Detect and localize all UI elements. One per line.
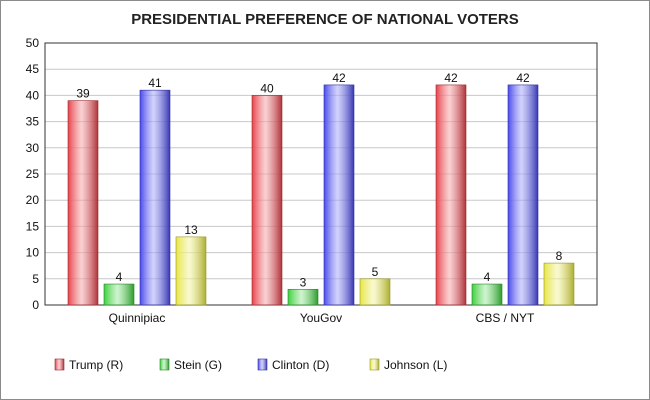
y-tick-label: 10 [26, 246, 40, 260]
legend-swatch [54, 358, 65, 371]
y-tick-label: 20 [26, 193, 40, 207]
legend-swatch [159, 358, 170, 371]
bar-stein-g-cbs-nyt [471, 283, 503, 306]
data-label: 8 [556, 249, 563, 263]
bar-clinton-d-quinnipiac [139, 89, 171, 306]
x-category-label: Quinnipiac [109, 311, 166, 325]
legend-label: Johnson (L) [384, 358, 447, 372]
bar-stein-g-quinnipiac [103, 283, 135, 306]
legend-label: Trump (R) [69, 358, 123, 372]
data-label: 3 [300, 275, 307, 289]
y-tick-label: 30 [26, 141, 40, 155]
y-tick-label: 35 [26, 115, 40, 129]
bar-clinton-d-yougov [323, 84, 355, 306]
data-label: 4 [116, 270, 123, 284]
chart-title: PRESIDENTIAL PREFERENCE OF NATIONAL VOTE… [131, 11, 519, 28]
y-tick-label: 50 [26, 36, 40, 50]
data-label: 40 [260, 81, 274, 95]
x-category-label: CBS / NYT [476, 311, 535, 325]
bar-johnson-l-yougov [359, 278, 391, 306]
bar-trump-r-cbs-nyt [435, 84, 467, 306]
bar-johnson-l-cbs-nyt [543, 262, 575, 306]
data-label: 13 [184, 223, 198, 237]
data-label: 42 [332, 71, 346, 85]
data-label: 4 [484, 270, 491, 284]
bar-johnson-l-quinnipiac [175, 236, 207, 306]
bar-trump-r-yougov [251, 95, 283, 306]
data-label: 42 [516, 71, 530, 85]
y-tick-label: 15 [26, 219, 40, 233]
y-tick-label: 40 [26, 88, 40, 102]
legend-label: Stein (G) [174, 358, 222, 372]
data-label: 5 [372, 265, 379, 279]
legend-label: Clinton (D) [272, 358, 329, 372]
y-tick-label: 5 [32, 272, 39, 286]
y-tick-label: 45 [26, 62, 40, 76]
plot-border [44, 42, 598, 306]
bar-stein-g-yougov [287, 288, 319, 306]
data-label: 39 [76, 87, 90, 101]
legend-swatch [369, 358, 380, 371]
y-tick-label: 0 [32, 298, 39, 312]
data-label: 42 [444, 71, 458, 85]
y-tick-label: 25 [26, 167, 40, 181]
legend-swatch [257, 358, 268, 371]
bar-trump-r-quinnipiac [67, 100, 99, 306]
bar-clinton-d-cbs-nyt [507, 84, 539, 306]
x-category-label: YouGov [300, 311, 342, 325]
data-label: 41 [148, 76, 162, 90]
